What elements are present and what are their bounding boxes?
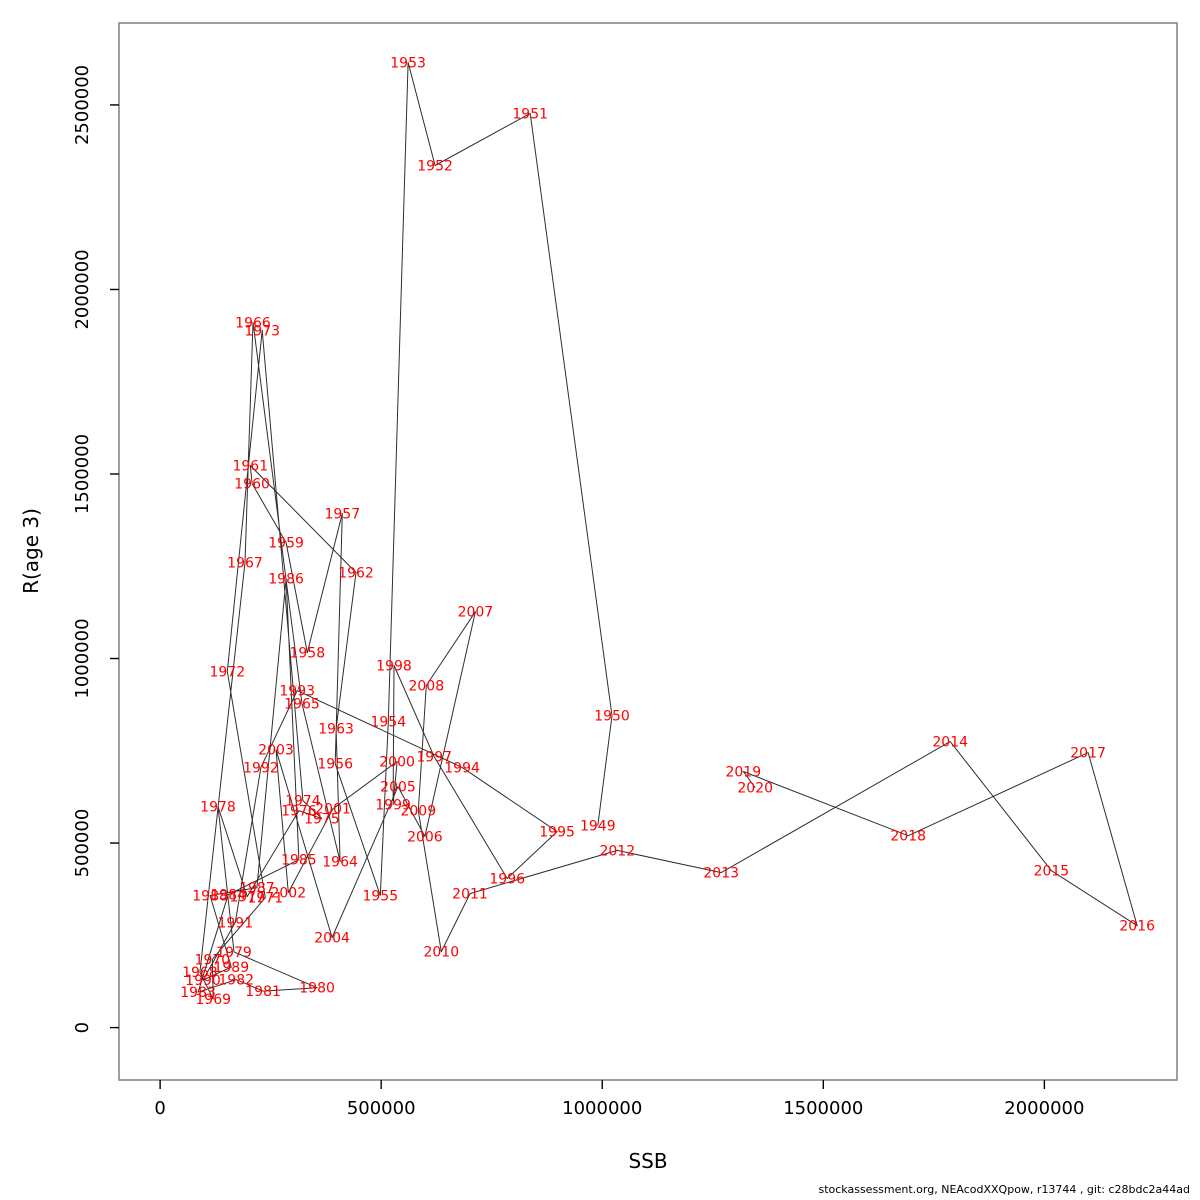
year-label-2011: 2011 xyxy=(452,887,488,903)
year-label-1982: 1982 xyxy=(218,973,254,989)
year-point-labels: 1949 1950 1951 1952 1953 1954 1955 1956 1957 1958… xyxy=(180,56,1155,1009)
y-tick-label: 0 xyxy=(72,1022,93,1033)
year-label-1997: 1997 xyxy=(416,750,452,766)
year-label-1990: 1990 xyxy=(185,973,221,989)
x-tick-label: 1000000 xyxy=(562,1098,642,1119)
y-tick-label: 1500000 xyxy=(72,434,93,514)
year-label-2020: 2020 xyxy=(737,781,773,797)
year-label-1986: 1986 xyxy=(268,571,304,587)
year-label-1980: 1980 xyxy=(299,981,335,997)
year-label-1973: 1973 xyxy=(244,323,280,339)
year-label-2003: 2003 xyxy=(258,743,294,759)
year-label-1966: 1966 xyxy=(235,315,271,331)
year-label-1971: 1971 xyxy=(247,891,283,907)
year-label-1950: 1950 xyxy=(594,709,630,725)
year-label-2013: 2013 xyxy=(703,866,739,882)
year-label-2008: 2008 xyxy=(408,679,444,695)
year-label-1972: 1972 xyxy=(209,664,245,680)
year-label-1961: 1961 xyxy=(232,459,268,475)
y-tick-label: 2000000 xyxy=(72,249,93,329)
year-label-1979: 1979 xyxy=(216,945,252,961)
year-label-1963: 1963 xyxy=(318,722,354,738)
plot-box-border xyxy=(118,22,1178,1081)
year-label-1964: 1964 xyxy=(322,855,358,871)
year-label-2009: 2009 xyxy=(400,804,436,820)
year-label-1999: 1999 xyxy=(375,798,411,814)
axis-ticks xyxy=(110,104,1046,1089)
year-label-1953: 1953 xyxy=(390,56,426,72)
year-label-1951: 1951 xyxy=(512,106,548,122)
axis-tick-labels: 0 500000 1000000 1500000 2000000 0 500000 10000… xyxy=(72,65,1084,1119)
year-label-1996: 1996 xyxy=(489,872,525,888)
year-label-2012: 2012 xyxy=(599,843,635,859)
x-tick-label: 1500000 xyxy=(783,1098,863,1119)
year-label-1960: 1960 xyxy=(234,477,270,493)
year-label-1974: 1974 xyxy=(285,794,321,810)
y-tick-label: 500000 xyxy=(72,809,93,878)
year-label-1977: 1977 xyxy=(229,890,265,906)
y-tick-label: 1000000 xyxy=(72,618,93,698)
year-label-1956: 1956 xyxy=(317,757,353,773)
year-label-1993: 1993 xyxy=(279,684,315,700)
year-label-1983: 1983 xyxy=(180,985,216,1001)
year-label-1989: 1989 xyxy=(213,960,249,976)
y-axis-title: R(age 3) xyxy=(19,508,43,594)
year-label-1954: 1954 xyxy=(370,715,406,731)
year-label-2019: 2019 xyxy=(725,765,761,781)
year-label-2006: 2006 xyxy=(407,829,443,845)
year-label-1994: 1994 xyxy=(444,760,480,776)
year-label-1976: 1976 xyxy=(281,804,317,820)
year-label-1992: 1992 xyxy=(243,760,279,776)
year-label-1970: 1970 xyxy=(194,952,230,968)
year-label-2014: 2014 xyxy=(932,735,968,751)
year-label-1955: 1955 xyxy=(362,889,398,905)
year-label-1984: 1984 xyxy=(210,888,246,904)
year-label-1965: 1965 xyxy=(284,697,320,713)
year-label-2018: 2018 xyxy=(890,829,926,845)
year-label-1957: 1957 xyxy=(324,507,360,523)
year-label-1991: 1991 xyxy=(217,915,253,931)
x-tick-label: 500000 xyxy=(347,1098,416,1119)
year-label-2007: 2007 xyxy=(458,605,494,621)
year-label-2015: 2015 xyxy=(1034,864,1070,880)
year-connecting-line xyxy=(197,62,1138,1000)
year-label-1988: 1988 xyxy=(192,889,228,905)
footer-attribution: stockassessment.org, NEAcodXXQpow, r1374… xyxy=(818,1183,1190,1196)
year-label-2004: 2004 xyxy=(314,931,350,947)
year-label-2017: 2017 xyxy=(1070,746,1106,762)
year-label-1969: 1969 xyxy=(195,992,231,1008)
year-label-1995: 1995 xyxy=(539,825,575,841)
year-label-2002: 2002 xyxy=(270,886,306,902)
year-label-2010: 2010 xyxy=(423,945,459,961)
x-tick-label: 2000000 xyxy=(1004,1098,1084,1119)
year-label-1987: 1987 xyxy=(239,881,275,897)
year-label-1998: 1998 xyxy=(376,659,412,675)
year-label-1952: 1952 xyxy=(417,159,453,175)
year-label-1959: 1959 xyxy=(268,536,304,552)
year-label-2000: 2000 xyxy=(379,755,415,771)
year-label-1968: 1968 xyxy=(182,965,218,981)
year-label-2016: 2016 xyxy=(1119,919,1155,935)
year-label-1985: 1985 xyxy=(281,853,317,869)
year-label-1978: 1978 xyxy=(200,800,236,816)
year-label-1958: 1958 xyxy=(289,646,325,662)
year-label-2005: 2005 xyxy=(380,780,416,796)
year-label-1981: 1981 xyxy=(245,984,281,1000)
x-axis-title: SSB xyxy=(628,1149,667,1173)
y-tick-label: 2500000 xyxy=(72,65,93,145)
year-label-1949: 1949 xyxy=(580,819,616,835)
year-path xyxy=(197,62,1138,1000)
year-label-1962: 1962 xyxy=(338,566,374,582)
year-label-1975: 1975 xyxy=(304,812,340,828)
x-tick-label: 0 xyxy=(154,1098,165,1119)
year-label-2001: 2001 xyxy=(315,802,351,818)
year-label-1967: 1967 xyxy=(227,556,263,572)
